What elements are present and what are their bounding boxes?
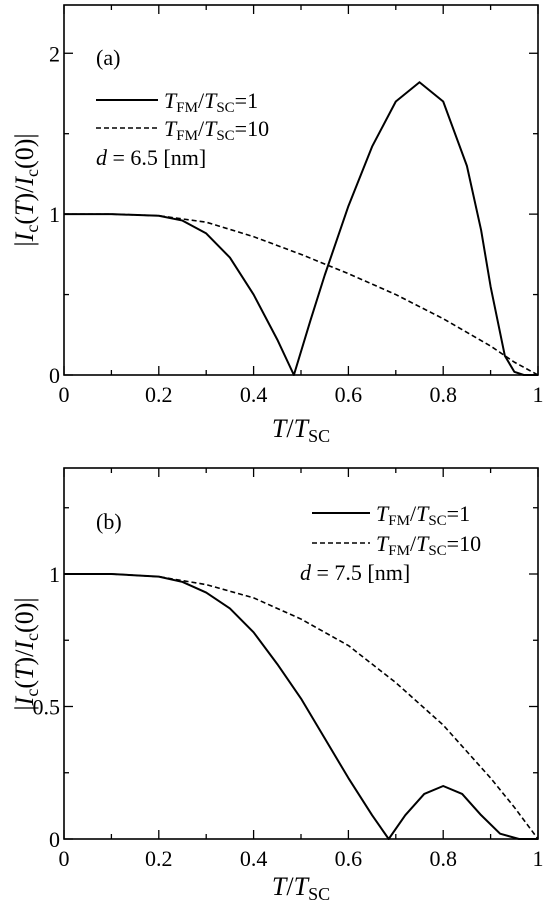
x-tick-label: 0.2: [145, 382, 173, 407]
x-tick-label: 0.8: [429, 846, 457, 871]
series-line-dashed-a: [64, 213, 539, 376]
series-line-dashed-b: [64, 573, 539, 840]
panel-b: 0 0.2 0.4 0.6 0.8 1 0 0.5 1 (b) TFM/TSC=1 TFM/TS…: [10, 467, 544, 904]
ticks-a: 0 0.2 0.4 0.6 0.8 1 0 1 2: [49, 5, 544, 407]
x-tick-label: 0.6: [335, 382, 363, 407]
y-axis-label-a: |Ic(T)/Ic(0)|: [10, 133, 42, 246]
ticks-b: 0 0.2 0.4 0.6 0.8 1 0 0.5 1: [33, 468, 544, 871]
x-tick-label: 0.4: [240, 382, 268, 407]
y-axis-label-b: |Ic(T)/Ic(0)|: [10, 597, 42, 710]
series-line-solid-b: [64, 573, 538, 840]
x-tick-label: 1: [533, 382, 544, 407]
legend-label-solid-b: TFM/TSC=1: [376, 501, 470, 529]
x-tick-label: 1: [533, 846, 544, 871]
y-tick-label: 2: [49, 41, 60, 66]
y-tick-label: 0: [49, 827, 60, 852]
annotation-d-b: d = 7.5 [nm]: [300, 560, 410, 585]
legend-label-dashed-a: TFM/TSC=10: [164, 116, 269, 144]
x-tick-label: 0.8: [429, 382, 457, 407]
y-tick-label: 0: [49, 363, 60, 388]
y-tick-label: 0.5: [33, 695, 61, 720]
panel-a: 0 0.2 0.4 0.6 0.8 1 0 1 2 (a) TFM/TSC=1 TFM/TSC=…: [10, 4, 544, 446]
x-tick-label: 0.4: [240, 846, 268, 871]
plot-frame-a: [63, 4, 539, 376]
y-tick-label: 1: [49, 202, 60, 227]
panel-label-b: (b): [96, 509, 122, 534]
x-axis-label-b: T/TSC: [272, 872, 330, 904]
curves-b: [64, 573, 539, 840]
x-tick-label: 0.6: [335, 846, 363, 871]
series-line-solid-a: [64, 81, 538, 376]
y-tick-label: 1: [49, 562, 60, 587]
annotation-d-a: d = 6.5 [nm]: [96, 145, 206, 170]
x-axis-label-a: T/TSC: [272, 414, 330, 446]
legend-label-solid-a: TFM/TSC=1: [164, 88, 258, 116]
x-tick-label: 0: [59, 382, 70, 407]
legend-label-dashed-b: TFM/TSC=10: [376, 531, 481, 559]
panel-label-a: (a): [96, 45, 120, 70]
x-tick-label: 0.2: [145, 846, 173, 871]
curves-a: [64, 81, 539, 376]
x-tick-label: 0: [59, 846, 70, 871]
